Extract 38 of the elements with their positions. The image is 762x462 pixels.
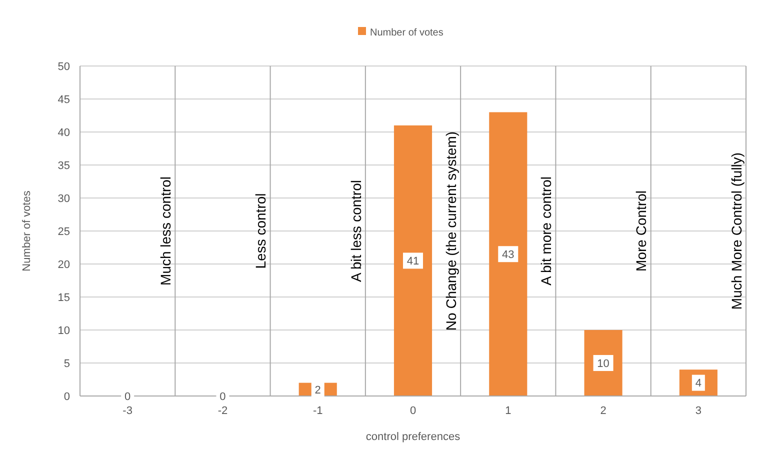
- y-tick-label: 0: [64, 390, 70, 403]
- x-tick-label: 1: [505, 405, 512, 417]
- y-tick-label: 5: [64, 358, 70, 370]
- annotation: More Control: [633, 190, 650, 272]
- data-label: 0: [220, 390, 226, 403]
- data-label: 43: [502, 248, 514, 261]
- annotation: A bit more control: [538, 176, 554, 286]
- annotation: Much less control: [158, 176, 174, 286]
- bar: [394, 125, 432, 396]
- y-tick-label: 45: [58, 94, 70, 106]
- x-tick-label: 2: [600, 405, 606, 417]
- y-tick-label: 20: [58, 258, 70, 271]
- y-tick-label: 50: [58, 60, 70, 73]
- annotation: No Change (the current system): [442, 131, 459, 331]
- y-tick-label: 40: [58, 126, 70, 139]
- x-tick-label: -3: [122, 405, 132, 417]
- y-axis-title: Number of votes: [21, 190, 33, 272]
- x-tick-label: 3: [695, 405, 702, 417]
- y-tick-label: 35: [58, 160, 70, 172]
- data-label: 0: [124, 390, 131, 403]
- data-label: 41: [406, 256, 420, 268]
- data-label: 10: [597, 358, 610, 370]
- data-label: 4: [695, 378, 702, 390]
- legend-label: Number of votes: [370, 28, 444, 38]
- data-label: 2: [314, 384, 321, 396]
- x-tick-label: -1: [312, 405, 323, 417]
- annotation: Less control: [252, 193, 269, 269]
- annotation: Much More Control (fully): [728, 152, 744, 310]
- y-tick-label: 25: [58, 226, 70, 238]
- bar: [489, 112, 528, 396]
- y-tick-label: 10: [58, 324, 70, 337]
- y-tick-label: 15: [58, 292, 70, 304]
- y-tick-label: 30: [58, 192, 70, 205]
- bar: [584, 330, 622, 396]
- x-tick-label: -2: [218, 405, 228, 417]
- x-axis-title: control preferences: [366, 431, 461, 443]
- x-tick-label: 0: [410, 405, 416, 417]
- annotation: A bit less control: [348, 180, 364, 282]
